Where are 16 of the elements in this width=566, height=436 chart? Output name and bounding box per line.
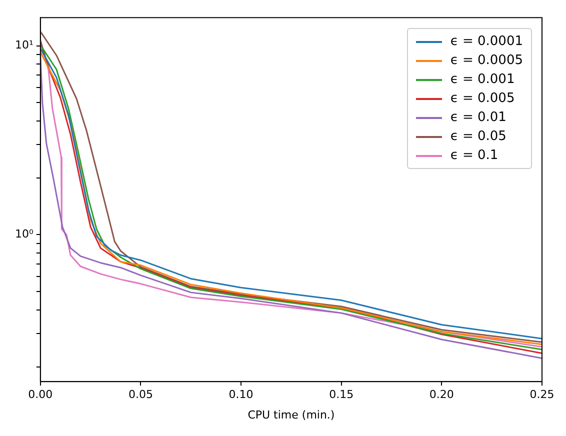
x-axis-title: CPU time (min.) [248,408,335,422]
x-tick-label: 0.25 [530,388,554,402]
x-tick-label: 0.10 [228,388,254,402]
legend-label: ϵ = 0.1 [450,148,498,163]
y-tick-label: 10⁰ [14,228,34,241]
x-tick-label: 0.20 [429,388,454,402]
legend-label: ϵ = 0.05 [450,129,506,144]
y-tick-label: 10¹ [14,38,34,52]
x-tick-label: 0.15 [329,388,354,402]
x-tick-label: 0.00 [28,388,53,402]
legend-label: ϵ = 0.01 [450,110,506,125]
legend-label: ϵ = 0.0005 [450,53,523,68]
legend-label: ϵ = 0.0001 [450,34,523,49]
x-tick-label: 0.05 [128,388,153,402]
legend-label: ϵ = 0.001 [450,72,515,87]
legend-label: ϵ = 0.005 [450,91,515,106]
